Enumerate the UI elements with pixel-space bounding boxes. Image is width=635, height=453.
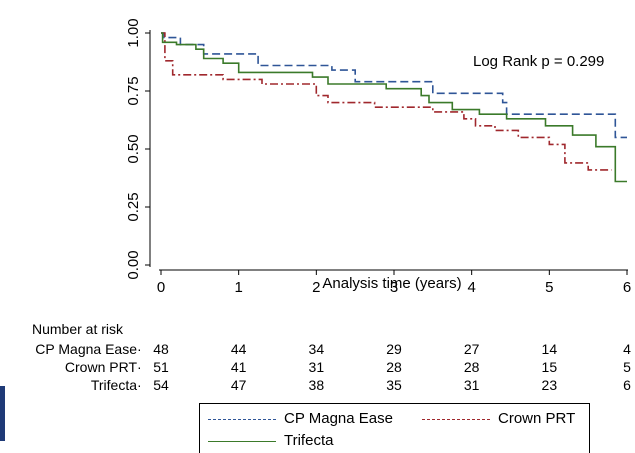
risk-cell: 38 <box>308 377 325 393</box>
axes: 0.00 0.25 0.50 0.75 1.00 0 1 2 3 4 5 6 <box>125 18 631 296</box>
risk-cell: 31 <box>463 377 480 393</box>
left-edge-bar <box>0 386 5 441</box>
x-axis-label: Analysis time (years) <box>322 275 461 292</box>
x-tick-label: 1 <box>234 279 242 296</box>
risk-cell: 15 <box>541 359 558 375</box>
y-tick-label: 0.00 <box>125 250 142 279</box>
risk-table-title: Number at risk <box>32 321 124 337</box>
risk-row-dot: · <box>137 359 142 375</box>
legend-swatch-trifecta <box>208 441 276 442</box>
risk-row-label: Trifecta <box>90 377 137 393</box>
x-tick-label: 0 <box>157 279 165 296</box>
y-tick-label: 0.25 <box>125 192 142 221</box>
legend-swatch-crown-prt <box>422 419 490 420</box>
risk-cell: 27 <box>463 341 480 357</box>
risk-cell: 6 <box>623 377 631 393</box>
log-rank-annotation: Log Rank p = 0.299 <box>473 53 604 70</box>
risk-cell: 54 <box>153 377 169 393</box>
risk-cell: 47 <box>230 377 247 393</box>
survival-curves <box>161 32 627 183</box>
legend-label: CP Magna Ease <box>284 410 393 427</box>
x-tick-label: 5 <box>545 279 553 296</box>
risk-row-dot: · <box>137 341 142 357</box>
legend-label: Crown PRT <box>498 410 576 427</box>
legend-swatch-cp-magna-ease <box>208 419 276 420</box>
series-line-cp-magna-ease <box>161 32 627 139</box>
series-line-crown-prt <box>161 32 612 171</box>
risk-cell: 23 <box>541 377 558 393</box>
legend: CP Magna Ease Crown PRT Trifecta <box>199 403 590 453</box>
risk-row-label: Crown PRT <box>64 359 137 375</box>
y-tick-label: 1.00 <box>125 18 142 47</box>
risk-cell: 29 <box>386 341 402 357</box>
km-chart: 0.00 0.25 0.50 0.75 1.00 0 1 2 3 4 5 6 Log Rank p =… <box>125 18 631 296</box>
x-tick-label: 2 <box>312 279 320 296</box>
risk-row-label: CP Magna Ease <box>35 341 137 357</box>
risk-cell: 41 <box>230 359 247 375</box>
risk-cell: 35 <box>386 377 402 393</box>
risk-cell: 14 <box>541 341 558 357</box>
x-tick-label: 4 <box>467 279 475 296</box>
x-tick-label: 6 <box>623 279 631 296</box>
risk-cell: 5 <box>623 359 631 375</box>
y-tick-label: 0.50 <box>125 134 142 163</box>
risk-cell: 34 <box>308 341 325 357</box>
legend-label: Trifecta <box>284 432 334 449</box>
risk-cell: 44 <box>230 341 247 357</box>
risk-cell: 4 <box>623 341 631 357</box>
risk-row-dot: · <box>137 377 142 393</box>
y-tick-label: 0.75 <box>125 76 142 105</box>
risk-cell: 48 <box>153 341 169 357</box>
risk-cell: 51 <box>153 359 169 375</box>
risk-cell: 31 <box>308 359 325 375</box>
series-line-trifecta <box>161 32 627 183</box>
risk-cell: 28 <box>386 359 402 375</box>
risk-cell: 28 <box>463 359 480 375</box>
x-tick-label: 3 <box>390 279 398 296</box>
